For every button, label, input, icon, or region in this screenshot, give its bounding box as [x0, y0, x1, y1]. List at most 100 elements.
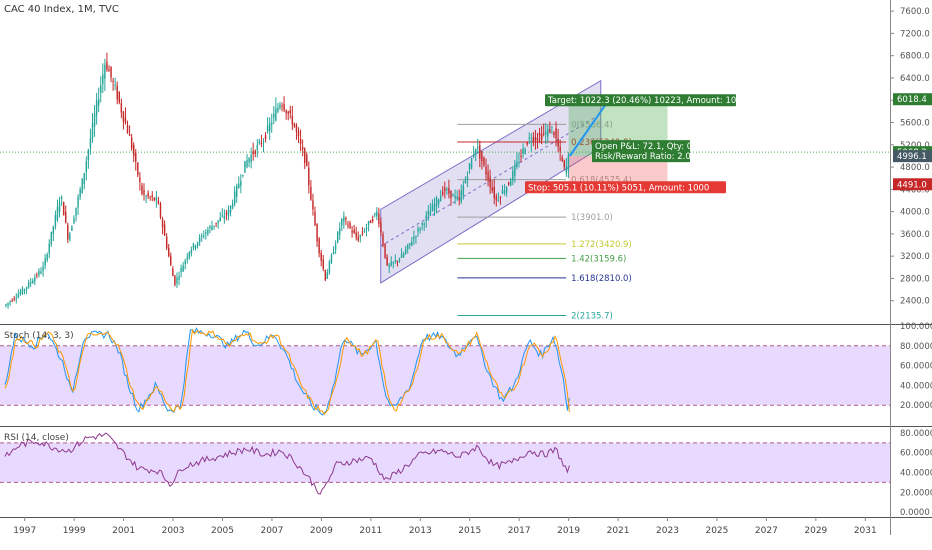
- candle-body: [36, 274, 38, 276]
- candle-body: [277, 107, 279, 112]
- candle-body: [75, 207, 77, 216]
- candle-body: [483, 157, 485, 165]
- x-tick-label: 2015: [458, 526, 481, 536]
- candle-body: [174, 275, 176, 285]
- candle-body: [254, 150, 256, 154]
- candle-body: [155, 197, 158, 201]
- candle-body: [341, 218, 343, 226]
- candle-body: [159, 203, 162, 218]
- candle-body: [520, 155, 522, 157]
- candle-body: [52, 226, 55, 235]
- y-tick-label: 2400.0: [900, 297, 930, 307]
- candle-body: [336, 232, 339, 243]
- candle-body: [19, 292, 22, 295]
- candle-body: [114, 84, 116, 86]
- candle-body: [9, 301, 11, 303]
- x-tick-label: 2017: [508, 526, 531, 536]
- y-tick-label: 5200.0: [900, 141, 930, 151]
- candle-body: [423, 223, 425, 225]
- candle-body: [297, 130, 300, 137]
- y-tick-label: 6800.0: [900, 52, 930, 62]
- candle-body: [281, 105, 283, 107]
- candle-body: [289, 110, 292, 114]
- candle-body: [332, 251, 335, 255]
- target-label: Target: 1022.3 (20.46%) 10223, Amount: 1…: [545, 94, 747, 107]
- candle-body: [526, 142, 528, 145]
- candle-body: [168, 247, 170, 257]
- candle-body: [347, 225, 349, 227]
- candle-body: [468, 163, 471, 170]
- candle-body: [361, 232, 364, 234]
- candle-body: [351, 230, 353, 233]
- fib-label: 2(2135.7): [571, 311, 613, 321]
- candle-body: [182, 265, 184, 272]
- stoch-tick-label: 80.0000: [900, 342, 932, 352]
- candle-body: [163, 224, 166, 236]
- candle-body: [11, 300, 13, 302]
- x-tick-label: 1999: [63, 526, 86, 536]
- candle-body: [143, 190, 145, 195]
- candle-body: [456, 196, 458, 199]
- candle-body: [231, 203, 234, 208]
- candle-body: [196, 242, 199, 246]
- candle-body: [203, 235, 205, 237]
- candle-body: [343, 216, 345, 222]
- candle-body: [460, 190, 462, 203]
- candle-body: [149, 196, 151, 198]
- candle-body: [198, 237, 201, 243]
- chart-title: CAC 40 Index, 1M, TVC: [4, 4, 119, 15]
- candle-body: [303, 148, 306, 163]
- x-tick-label: 2021: [607, 526, 630, 536]
- candle-body: [77, 196, 79, 208]
- candle-body: [318, 238, 320, 254]
- candle-body: [200, 235, 203, 237]
- candle-body: [464, 179, 467, 183]
- candle-body: [271, 122, 273, 125]
- candle-body: [130, 137, 133, 149]
- candle-body: [489, 176, 491, 188]
- rsi-tick-label: 40.0000: [900, 469, 932, 479]
- candle-body: [151, 195, 153, 197]
- candle-body: [97, 98, 100, 106]
- price-pane: 0(5566.4)0.236(5249.8)0.618(4575.4)1(390…: [0, 52, 890, 321]
- candle-body: [108, 69, 110, 72]
- candle-body: [250, 154, 252, 162]
- candle-body: [551, 126, 553, 128]
- price-tag: 4491.0: [897, 180, 927, 190]
- candle-body: [207, 229, 209, 235]
- candle-body: [64, 211, 67, 223]
- candle-body: [419, 228, 421, 231]
- candle-body: [192, 243, 195, 249]
- candle-body: [219, 217, 221, 222]
- candle-body: [161, 219, 164, 228]
- candle-body: [538, 132, 541, 136]
- candle-body: [112, 80, 114, 82]
- candle-body: [165, 236, 168, 249]
- candle-body: [48, 243, 50, 254]
- price-tag-bg: [893, 93, 932, 106]
- candle-body: [118, 92, 121, 103]
- candle-body: [145, 195, 147, 198]
- candle-body: [547, 128, 549, 137]
- candle-body: [382, 234, 384, 246]
- candle-body: [89, 138, 92, 148]
- candle-body: [402, 253, 405, 257]
- rsi-tick-label: 20.0000: [900, 488, 932, 498]
- candle-body: [147, 193, 149, 197]
- candle-body: [25, 287, 28, 290]
- candle-body: [491, 186, 493, 191]
- candle-body: [186, 257, 188, 260]
- candle-body: [530, 141, 533, 143]
- candle-body: [411, 241, 413, 246]
- candle-body: [472, 154, 475, 157]
- candle-body: [394, 259, 397, 262]
- candle-body: [71, 226, 73, 231]
- candle-body: [132, 144, 135, 156]
- candle-body: [262, 141, 265, 143]
- candle-body: [320, 252, 322, 261]
- stoch-tick-label: 20.0000: [900, 401, 932, 411]
- candle-body: [481, 151, 483, 162]
- x-tick-label: 2011: [359, 526, 382, 536]
- x-tick-label: 2031: [854, 526, 877, 536]
